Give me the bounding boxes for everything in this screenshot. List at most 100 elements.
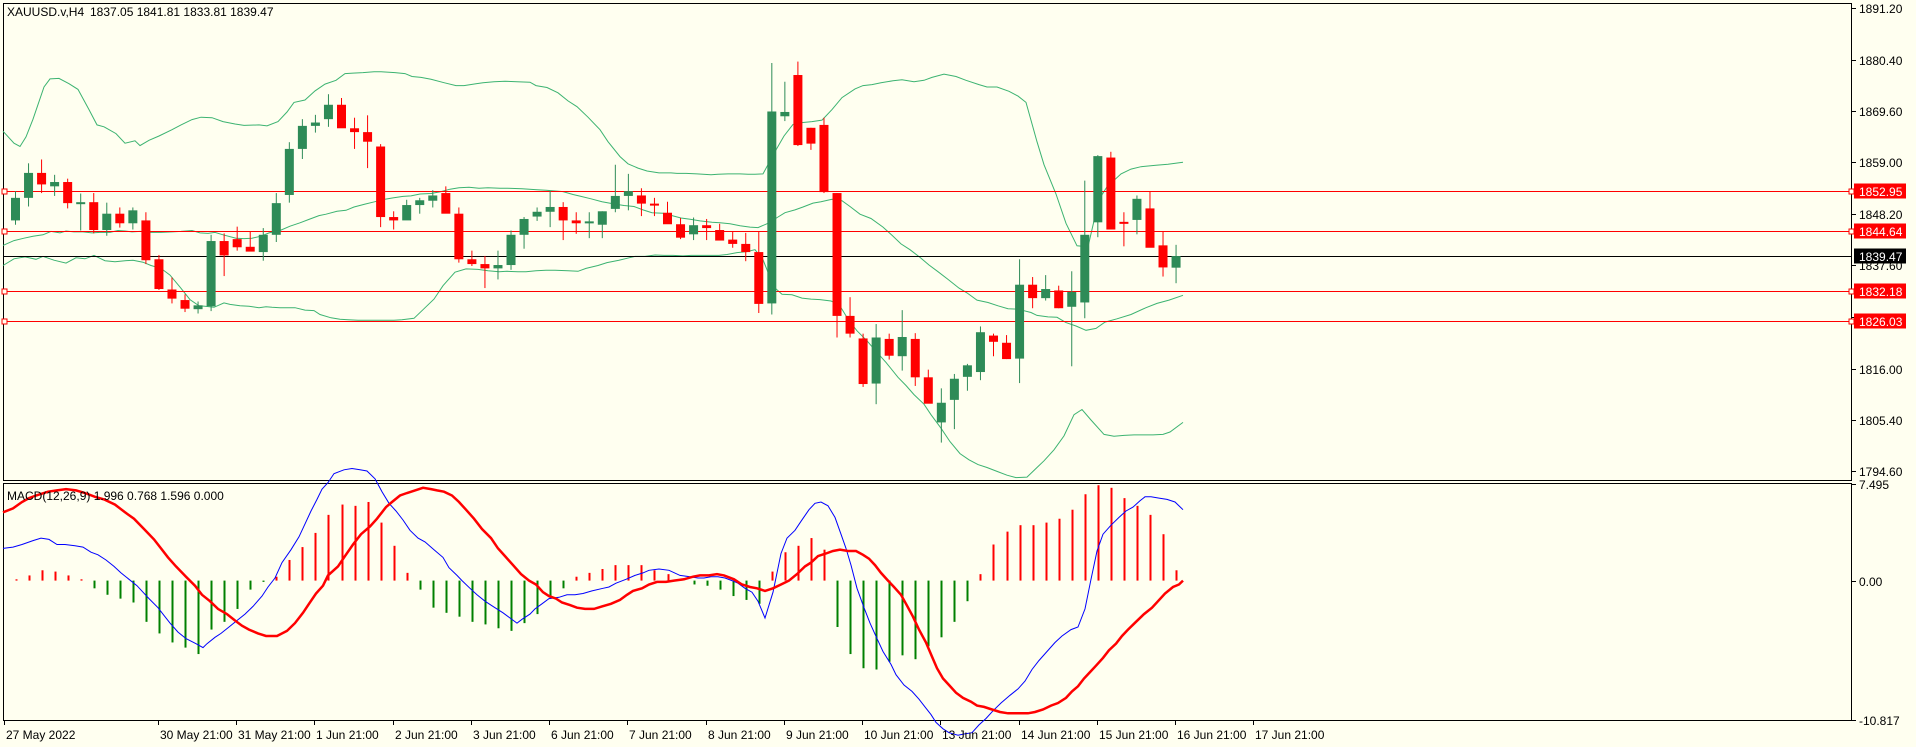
candle-body [363, 132, 373, 142]
candle-body [689, 225, 699, 235]
candle-body [454, 213, 464, 260]
level-anchor-left [1, 288, 8, 295]
candle-body [493, 265, 503, 269]
candle-body [310, 122, 320, 126]
candle-body [636, 195, 646, 204]
candle-body [467, 259, 477, 265]
time-axis: 27 May 2022 30 May 21:00 31 May 21:00 1 Jun… [4, 721, 1325, 742]
time-tick-label: 17 Jun 21:00 [1255, 728, 1325, 742]
candle-body [649, 203, 659, 206]
candle-body [1041, 289, 1051, 299]
time-tick-label: 27 May 2022 [6, 728, 76, 742]
time-tick-label: 1 Jun 21:00 [316, 728, 379, 742]
candle-body [1015, 284, 1025, 359]
candle-body [676, 224, 686, 238]
candle-body [610, 195, 620, 209]
candle-body [167, 289, 177, 299]
candle-body [897, 337, 907, 357]
time-tick-label: 13 Jun 21:00 [942, 728, 1012, 742]
candlesticks [11, 61, 1181, 443]
level-badge [1854, 183, 1906, 199]
level-anchor-right [1848, 188, 1855, 195]
level-badge [1854, 248, 1906, 264]
level-anchor-left [1, 318, 8, 325]
time-tick-label: 15 Jun 21:00 [1099, 728, 1169, 742]
level-anchor-right [1848, 318, 1855, 325]
macd-histogram [15, 485, 1178, 670]
price-tick-label: 1794.60 [1859, 465, 1903, 479]
price-tick-label: 1816.00 [1859, 363, 1903, 377]
macd-axis: 7.495 0.00 -10.817 [1852, 478, 1900, 728]
candle-body [545, 206, 555, 212]
level-badge-label: 1852.95 [1859, 185, 1903, 199]
level-anchor-left [1, 228, 8, 235]
candle-body [923, 377, 933, 404]
candle-body [76, 202, 86, 205]
candle-body [871, 337, 881, 384]
price-tick-label: 1869.60 [1859, 105, 1903, 119]
candle-body [258, 234, 268, 253]
time-tick-label: 30 May 21:00 [160, 728, 233, 742]
candle-body [754, 252, 764, 304]
macd-tick-label: 7.495 [1859, 478, 1889, 492]
time-tick-label: 3 Jun 21:00 [473, 728, 536, 742]
time-tick-label: 16 Jun 21:00 [1177, 728, 1247, 742]
candle-body [962, 365, 972, 377]
time-tick-label: 8 Jun 21:00 [708, 728, 771, 742]
candle-body [428, 195, 438, 201]
candle-body [480, 264, 490, 269]
candle-body [989, 335, 998, 342]
candle-body [141, 220, 151, 261]
candle-body [271, 203, 281, 235]
candle-body [506, 234, 516, 266]
candle-body [910, 338, 920, 378]
candle-body [297, 125, 307, 149]
time-tick-label: 10 Jun 21:00 [864, 728, 934, 742]
candle-body [24, 172, 34, 198]
candle-body [180, 300, 190, 309]
candle-body [1158, 245, 1168, 268]
symbol-label: XAUUSD.v,H4 [7, 5, 84, 19]
price-tick-label: 1880.40 [1859, 54, 1903, 68]
candle-body [597, 211, 607, 225]
candle-body [702, 225, 712, 229]
candle-body [1054, 290, 1064, 309]
candle-body [884, 338, 894, 356]
time-tick-label: 31 May 21:00 [238, 728, 311, 742]
price-tick-label: 1848.20 [1859, 208, 1903, 222]
macd-pane-frame [3, 483, 1852, 721]
candle-body [519, 218, 529, 235]
candle-body [389, 217, 399, 221]
candle-body [819, 124, 829, 193]
candle-body [558, 206, 568, 221]
price-tick-label: 1859.00 [1859, 156, 1903, 170]
candle-body [975, 332, 985, 373]
price-tick-label: 1805.40 [1859, 414, 1903, 428]
bollinger-upper-line [2, 71, 1184, 248]
time-tick-label: 6 Jun 21:00 [551, 728, 614, 742]
candle-body [415, 200, 425, 206]
candle-body [337, 104, 346, 129]
time-tick-label: 7 Jun 21:00 [629, 728, 692, 742]
candle-body [767, 111, 777, 304]
candle-body [949, 378, 959, 400]
candle-body [63, 182, 73, 204]
candle-body [402, 205, 412, 221]
price-tick-label: 1891.20 [1859, 2, 1903, 16]
ohlc-label: 1837.05 1841.81 1833.81 1839.47 [90, 5, 274, 19]
macd-line [2, 467, 1184, 736]
candle-body [11, 197, 20, 221]
candle-body [793, 75, 803, 146]
candle-body [323, 104, 333, 120]
candle-body [571, 220, 581, 224]
time-tick-label: 14 Jun 21:00 [1021, 728, 1091, 742]
candle-body [741, 243, 751, 253]
macd-tick-label: 0.00 [1859, 575, 1883, 589]
candle-body [50, 182, 60, 187]
candle-body [936, 402, 946, 423]
candle-body [193, 305, 203, 310]
candle-body [858, 338, 868, 385]
candle-body [441, 193, 451, 214]
time-tick-label: 2 Jun 21:00 [395, 728, 458, 742]
